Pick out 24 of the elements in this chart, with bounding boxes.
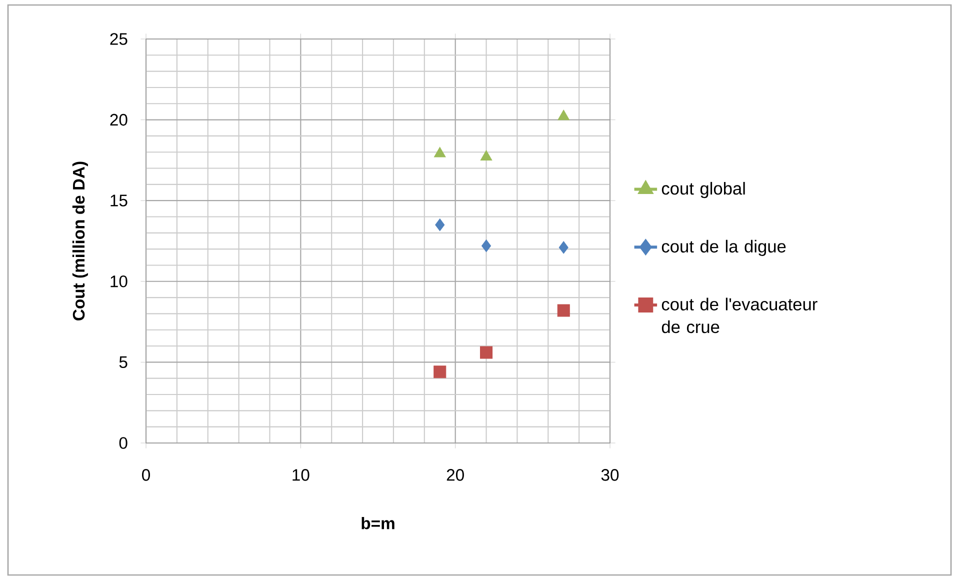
point: [435, 218, 445, 232]
x-tick-label: 0: [142, 469, 150, 481]
point: [434, 146, 446, 158]
point: [558, 241, 568, 254]
x-tick-label: 10: [292, 469, 310, 481]
y-tick-label: 20: [110, 114, 128, 126]
point: [482, 240, 492, 252]
legend-label: cout de l'evacuateur de crue: [662, 298, 818, 334]
x-axis-title: b=m: [362, 517, 394, 530]
x-tick-label: 20: [446, 469, 464, 481]
y-tick-label: 0: [119, 437, 128, 449]
x-tick-label: 30: [601, 469, 619, 481]
legend-label: cout de la digue: [662, 240, 786, 256]
point: [480, 150, 492, 160]
y-tick-label: 25: [110, 33, 128, 45]
legend-label: cout global: [662, 182, 745, 198]
point: [558, 110, 570, 120]
y-axis-title: Cout (million de DA): [72, 162, 88, 320]
point: [434, 366, 446, 378]
y-tick-label: 5: [119, 356, 128, 368]
point: [557, 304, 570, 317]
y-tick-label: 15: [110, 194, 128, 206]
y-tick-label: 10: [110, 276, 128, 288]
point: [480, 346, 493, 359]
